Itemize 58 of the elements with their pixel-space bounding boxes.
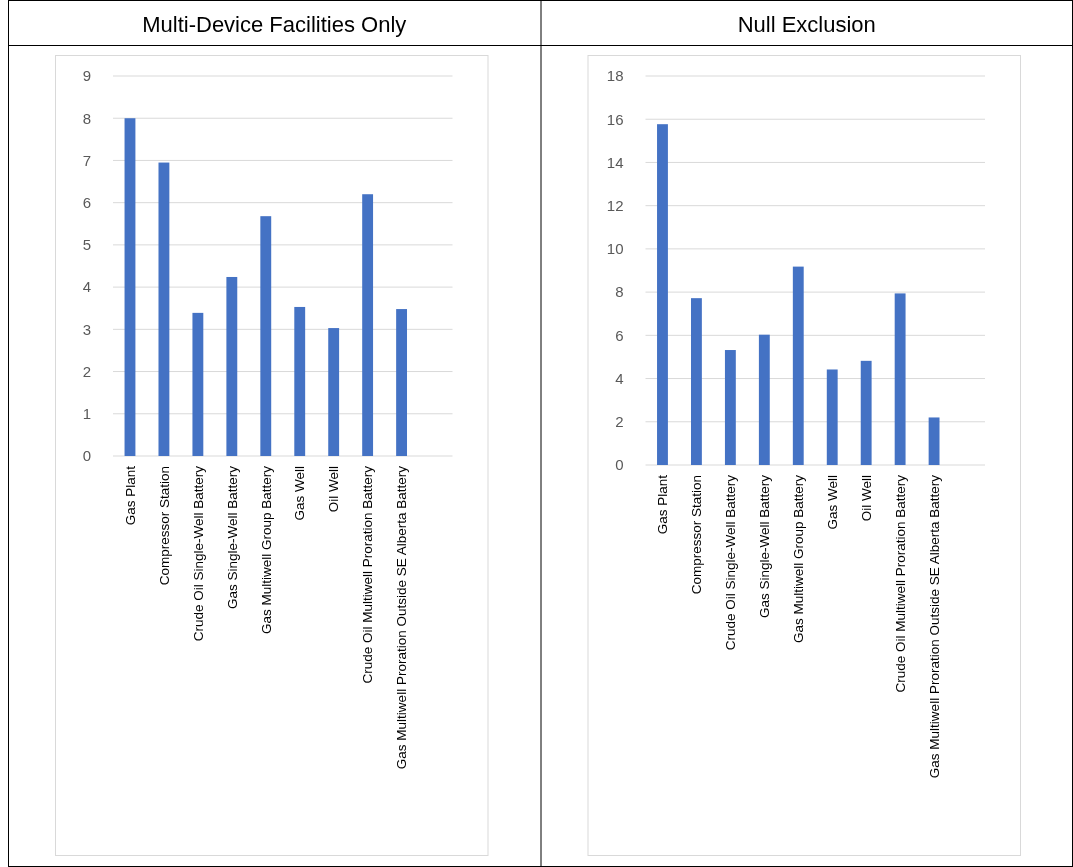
- bar: [792, 266, 804, 465]
- x-tick-label: Crude Oil Single-Well Battery: [190, 465, 206, 642]
- x-tick-label: Oil Well: [858, 475, 874, 522]
- y-tick-label: 4: [82, 278, 91, 296]
- bar: [860, 360, 872, 465]
- y-tick-label: 14: [606, 153, 624, 171]
- y-tick-label: 4: [615, 369, 624, 387]
- x-tick-label: Crude Oil Single-Well Battery: [723, 474, 739, 651]
- x-tick-label: Gas Multiwell Proration Outside SE Alberta Battery: [926, 474, 942, 779]
- bar: [260, 216, 272, 456]
- y-tick-label: 6: [82, 193, 91, 211]
- y-tick-label: 16: [606, 110, 624, 128]
- y-tick-label: 9: [82, 67, 91, 85]
- x-tick-label: Gas Multiwell Group Battery: [791, 474, 806, 644]
- x-tick-label: Crude Oil Multiwell Proration Battery: [892, 474, 908, 693]
- y-tick-label: 5: [82, 236, 91, 254]
- bar: [724, 350, 736, 465]
- y-tick-label: 6: [615, 326, 624, 344]
- bar: [124, 118, 136, 456]
- y-tick-label: 8: [615, 283, 624, 301]
- y-tick-label: 8: [82, 109, 91, 127]
- y-tick-label: 1: [82, 405, 91, 423]
- y-tick-label: 18: [606, 67, 624, 85]
- bar: [894, 293, 906, 465]
- bar: [294, 306, 306, 456]
- bar: [758, 334, 770, 465]
- x-tick-label: Gas Single-Well Battery: [224, 465, 240, 610]
- x-tick-label: Gas Plant: [655, 474, 671, 535]
- bar: [192, 312, 204, 456]
- y-tick-label: 3: [82, 320, 91, 338]
- bar: [158, 162, 170, 456]
- y-tick-label: 0: [615, 456, 624, 474]
- chart-title: Multi-Device Facilities Only: [142, 12, 407, 37]
- y-tick-label: 0: [82, 447, 91, 465]
- bar: [690, 298, 702, 465]
- y-tick-label: 2: [615, 413, 624, 431]
- bar: [657, 124, 668, 465]
- bar: [226, 276, 238, 456]
- bar: [362, 194, 374, 456]
- x-tick-label: Compressor Station: [689, 475, 705, 595]
- x-tick-label: Oil Well: [326, 466, 342, 513]
- x-tick-label: Gas Single-Well Battery: [757, 474, 773, 619]
- bar: [396, 309, 408, 456]
- y-tick-label: 12: [606, 196, 624, 214]
- bar: [928, 417, 940, 465]
- x-tick-label: Gas Multiwell Proration Outside SE Alberta Battery: [394, 465, 410, 770]
- x-tick-label: Gas Well: [292, 466, 308, 521]
- bar: [826, 369, 838, 465]
- x-tick-label: Gas Well: [824, 475, 840, 530]
- y-tick-label: 10: [606, 240, 624, 258]
- chart-title: Null Exclusion: [737, 12, 876, 37]
- y-tick-label: 7: [82, 151, 91, 169]
- x-tick-label: Gas Plant: [122, 465, 138, 526]
- bar: [328, 328, 340, 456]
- x-tick-label: Gas Multiwell Group Battery: [258, 465, 274, 635]
- y-tick-label: 2: [82, 362, 91, 380]
- x-tick-label: Crude Oil Multiwell Proration Battery: [360, 465, 376, 684]
- x-tick-label: Compressor Station: [156, 466, 172, 586]
